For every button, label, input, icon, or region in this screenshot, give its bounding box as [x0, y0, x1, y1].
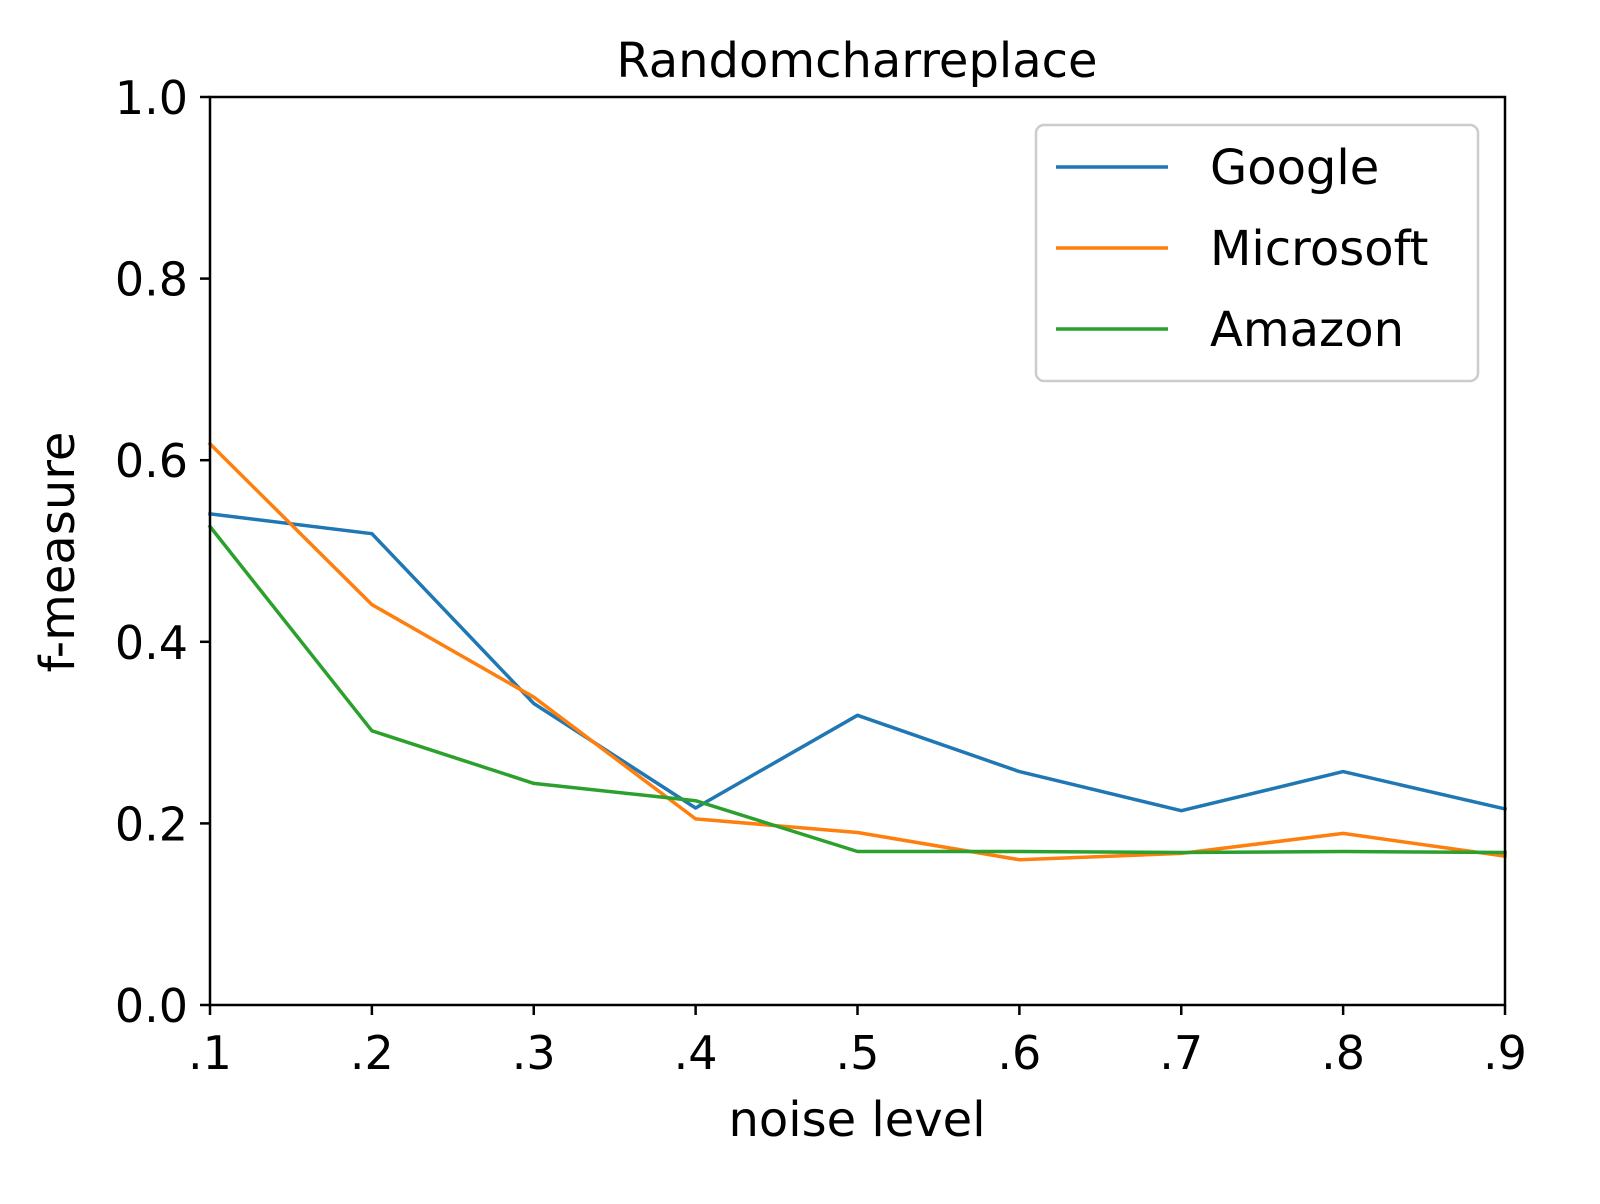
x-tick-label: .4 [674, 1026, 718, 1080]
chart-title: Randomcharreplace [616, 33, 1097, 89]
y-tick-label: 0.0 [115, 979, 188, 1033]
x-tick-label: .3 [512, 1026, 556, 1080]
x-tick-label: .7 [1159, 1026, 1203, 1080]
y-axis-title: f-measure [30, 432, 86, 673]
x-tick-label: .8 [1321, 1026, 1365, 1080]
series-line-google [208, 511, 1508, 813]
series-line-microsoft [207, 441, 1507, 862]
legend-label: Microsoft [1210, 221, 1428, 277]
y-tick-label: 0.4 [115, 616, 188, 670]
x-axis: .1 .2 .3 .4 .5 .6 .7 .8 .9 [188, 1005, 1527, 1080]
series-layer [207, 441, 1508, 862]
x-tick-label: .9 [1483, 1026, 1527, 1080]
y-tick-label: 0.2 [115, 797, 188, 851]
legend-label: Amazon [1210, 302, 1404, 358]
x-axis-title: noise level [728, 1092, 985, 1148]
y-axis: 0.0 0.2 0.4 0.6 0.8 1.0 [115, 71, 210, 1033]
legend: Google Microsoft Amazon [1034, 123, 1480, 383]
legend-box [1034, 123, 1480, 383]
legend-label: Google [1210, 140, 1379, 196]
x-tick-label: .1 [188, 1026, 232, 1080]
series-line-amazon [207, 524, 1507, 855]
y-tick-label: 0.6 [115, 434, 188, 488]
x-tick-label: .5 [836, 1026, 880, 1080]
x-tick-label: .6 [997, 1026, 1041, 1080]
x-tick-label: .2 [350, 1026, 394, 1080]
y-tick-label: 1.0 [115, 71, 188, 125]
y-tick-label: 0.8 [115, 253, 188, 307]
